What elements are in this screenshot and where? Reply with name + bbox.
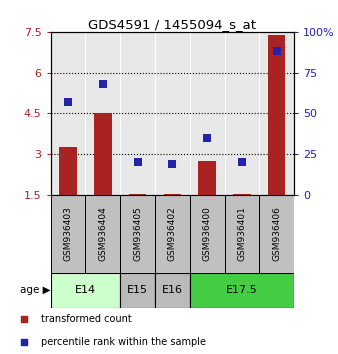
Bar xyxy=(86,195,120,273)
Bar xyxy=(190,195,224,273)
Bar xyxy=(190,273,294,308)
Text: percentile rank within the sample: percentile rank within the sample xyxy=(41,337,206,348)
Bar xyxy=(120,195,155,273)
Bar xyxy=(51,195,86,273)
Bar xyxy=(120,273,155,308)
Bar xyxy=(155,273,190,308)
Bar xyxy=(51,273,120,308)
Text: GSM936404: GSM936404 xyxy=(98,206,107,261)
Bar xyxy=(224,195,259,273)
Text: age ▶: age ▶ xyxy=(20,285,51,295)
Text: GSM936405: GSM936405 xyxy=(133,206,142,261)
Bar xyxy=(59,147,77,195)
Text: transformed count: transformed count xyxy=(41,314,131,325)
Bar xyxy=(155,195,190,273)
Point xyxy=(274,48,280,54)
Bar xyxy=(164,194,181,195)
Text: GSM936402: GSM936402 xyxy=(168,206,177,261)
Bar xyxy=(268,35,285,195)
Title: GDS4591 / 1455094_s_at: GDS4591 / 1455094_s_at xyxy=(88,18,257,31)
Bar xyxy=(198,161,216,195)
Point xyxy=(100,81,105,87)
Text: GSM936406: GSM936406 xyxy=(272,206,281,261)
Text: E16: E16 xyxy=(162,285,183,295)
Point xyxy=(135,159,140,165)
Text: E17.5: E17.5 xyxy=(226,285,258,295)
Text: GSM936400: GSM936400 xyxy=(203,206,212,261)
Bar xyxy=(259,195,294,273)
Bar xyxy=(233,194,250,195)
Text: GSM936403: GSM936403 xyxy=(64,206,73,261)
Text: E14: E14 xyxy=(75,285,96,295)
Point xyxy=(239,159,245,165)
Text: GSM936401: GSM936401 xyxy=(237,206,246,261)
Point xyxy=(204,135,210,141)
Text: E15: E15 xyxy=(127,285,148,295)
Bar xyxy=(94,113,112,195)
Bar xyxy=(129,194,146,195)
Point xyxy=(65,99,71,105)
Point xyxy=(170,161,175,167)
